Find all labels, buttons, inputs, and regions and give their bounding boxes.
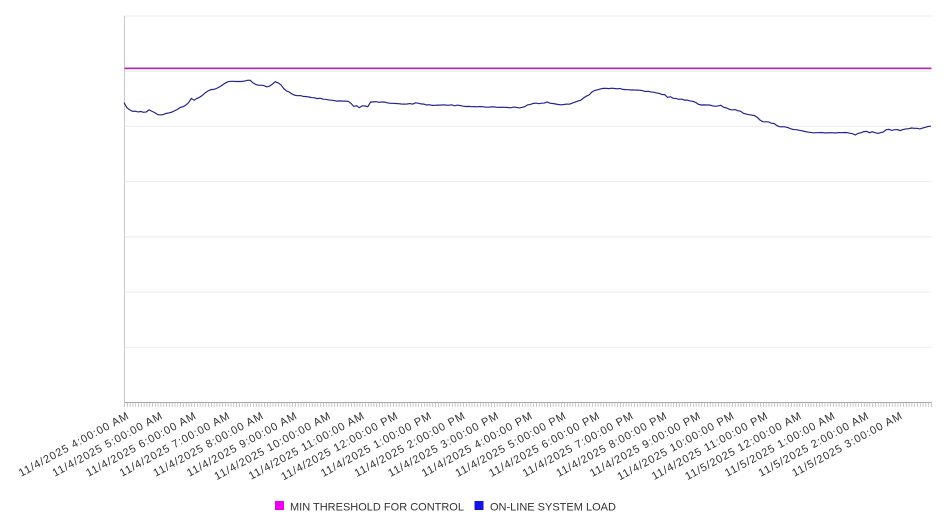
svg-text:ON-LINE SYSTEM LOAD: ON-LINE SYSTEM LOAD — [490, 502, 616, 514]
svg-text:MIN THRESHOLD FOR CONTROL: MIN THRESHOLD FOR CONTROL — [290, 502, 464, 514]
